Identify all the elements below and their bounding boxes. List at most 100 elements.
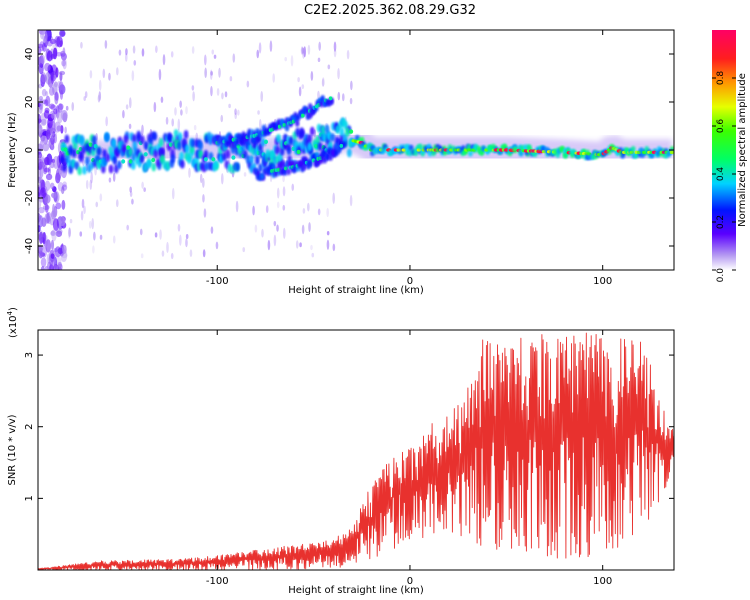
spectrogram-y-tick-label: 40 (24, 48, 35, 61)
spectrogram-noise-blob (180, 109, 183, 116)
spectrogram-noise-blob (221, 92, 224, 100)
spectrogram-noise-blob (349, 194, 353, 207)
spectrogram-band-blob (307, 134, 312, 144)
spectrogram-noise-blob (191, 46, 195, 54)
spectrogram-noise-blob (158, 68, 162, 81)
spectrogram-noise-blob (139, 228, 143, 236)
spectrogram-axes: -100 0 100 -40 -20 0 20 40 (24, 30, 674, 287)
spectrogram-noise-blob (79, 231, 83, 237)
spectrogram-noise-blob (48, 264, 55, 270)
spectrogram-noise-blob (53, 108, 58, 115)
spectrogram-noise-blob (42, 42, 47, 52)
spectrogram-noise-blob (202, 249, 206, 258)
spectrogram-noise-blob (128, 123, 132, 130)
spectrogram-noise-blob (85, 179, 89, 190)
spectrogram-noise-blob (185, 106, 188, 115)
spectrogram-band-blob (165, 160, 171, 170)
spectrogram-band-blob (78, 153, 84, 163)
spectrogram-branch-blob (284, 124, 290, 132)
spectrogram-noise-blob (350, 80, 353, 91)
spectrogram-noise-blob (311, 252, 315, 258)
spectrogram-band-blob (158, 137, 164, 147)
spectrogram-noise-blob (40, 118, 47, 126)
spectrogram-noise-blob (42, 232, 46, 245)
spectrogram-noise-blob (40, 135, 48, 144)
spectrogram-band-blob (235, 162, 241, 172)
spectrogram-band-blob (298, 130, 304, 140)
spectrogram-band-blob (275, 145, 280, 155)
spectrogram-noise-blob (50, 239, 55, 251)
spectrogram-noise-blob (71, 102, 75, 111)
spectrogram-band-blob (286, 146, 292, 156)
spectrogram-noise-blob (318, 41, 321, 51)
snr-x-tick-label: 100 (593, 576, 612, 587)
spectrogram-noise-blob (38, 56, 41, 65)
spectrogram-noise-blob (165, 116, 169, 125)
spectrogram-noise-blob (179, 100, 182, 108)
spectrogram-noise-blob (44, 213, 50, 224)
spectrogram-band-blob (427, 150, 433, 157)
spectrogram-noise-blob (310, 244, 313, 251)
spectrogram-noise-blob (44, 194, 51, 204)
spectrogram-noise-blob (213, 54, 217, 59)
spectrogram-noise-blob (326, 239, 330, 250)
spectrogram-noise-blob (155, 45, 158, 53)
spectrogram-band-blob (146, 159, 152, 169)
spectrogram-noise-blob (91, 217, 94, 230)
spectrogram-noise-blob (38, 95, 44, 101)
spectrogram-noise-blob (59, 71, 63, 82)
spectrogram-branch-blob (234, 137, 240, 145)
spectrogram-noise-blob (171, 118, 174, 127)
spectrogram-noise-blob (39, 30, 47, 35)
spectrogram-noise-blob (237, 109, 240, 116)
spectrogram-core-blob (231, 155, 236, 160)
spectrogram-band-blob (153, 149, 159, 159)
spectrogram-branch-blob (286, 168, 291, 176)
spectrogram-noise-blob (211, 49, 215, 55)
spectrogram-band-blob (108, 164, 114, 174)
spectrogram-noise-blob (308, 222, 311, 232)
chart-title: C2E2.2025.362.08.29.G32 (304, 3, 476, 18)
spectrogram-band-blob (345, 127, 350, 137)
spectrogram-noise-blob (337, 68, 340, 80)
spectrogram-noise-blob (195, 132, 199, 140)
spectrogram-noise-blob (333, 41, 337, 52)
spectrogram-noise-blob (199, 173, 203, 184)
spectrogram-band-blob (139, 154, 145, 164)
spectrogram-noise-blob (310, 71, 314, 81)
spectrogram-noise-blob (218, 67, 221, 78)
spectrogram-noise-blob (62, 181, 67, 188)
spectrogram-core-blob (314, 143, 319, 149)
spectrogram-noise-blob (116, 67, 119, 76)
spectrogram-noise-blob (48, 121, 53, 136)
spectrogram-noise-blob (191, 85, 195, 91)
spectrogram-band-blob (143, 140, 149, 150)
spectrogram-noise-blob (46, 50, 53, 62)
spectrogram-band-blob (330, 132, 336, 142)
spectrogram-noise-blob (53, 191, 60, 203)
snr-frame (37, 329, 675, 571)
spectrogram-band-blob (265, 149, 271, 159)
spectrogram-noise-blob (39, 156, 44, 164)
spectrogram-noise-blob (332, 243, 336, 252)
spectrogram-noise-blob (220, 114, 224, 123)
spectrogram-noise-blob (346, 49, 350, 60)
spectrogram-band-blob (61, 163, 67, 173)
spectrogram-noise-blob (203, 208, 207, 218)
spectrogram-noise-blob (40, 257, 47, 268)
spectrogram-noise-blob (98, 79, 102, 91)
snr-plot-area (38, 332, 674, 570)
spectrogram-band-blob (249, 155, 254, 165)
spectrogram-noise-blob (99, 234, 103, 240)
spectrogram-noise-blob (220, 173, 224, 185)
spectrogram-noise-blob (326, 207, 329, 218)
spectrogram-noise-blob (51, 229, 57, 242)
spectrogram-noise-blob (193, 125, 197, 131)
spectrogram-noise-blob (298, 86, 302, 97)
spectrogram-noise-blob (44, 91, 49, 97)
spectrogram-noise-blob (62, 244, 67, 255)
spectrogram-branch-blob (225, 139, 231, 147)
spectrogram-noise-blob (39, 187, 47, 199)
colorbar-tick-label: 0.4 (716, 167, 726, 182)
colorbar-tick-label: 0.0 (716, 268, 726, 283)
